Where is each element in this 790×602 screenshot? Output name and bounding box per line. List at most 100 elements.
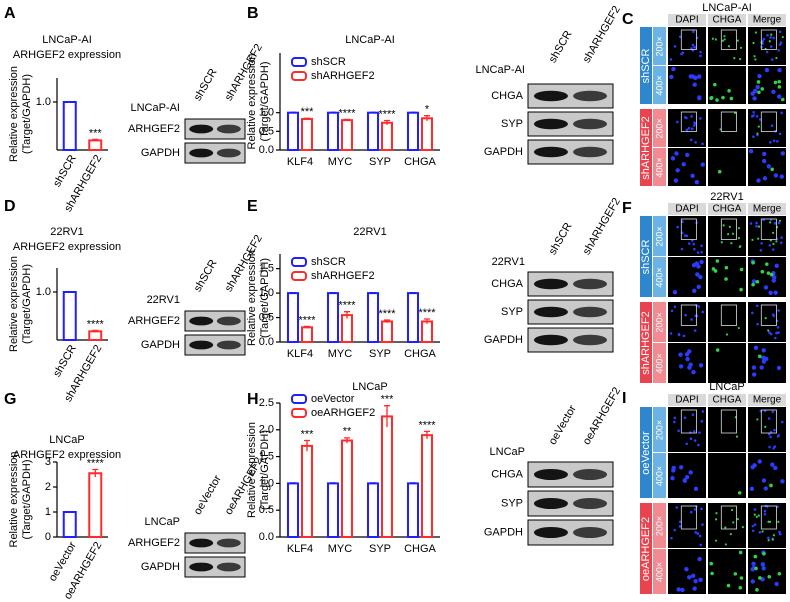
blot-membrane <box>184 118 246 140</box>
chga-signal <box>751 282 755 287</box>
chga-signal <box>770 167 774 172</box>
nucleus <box>766 164 771 169</box>
nucleus <box>689 431 692 434</box>
chga-signal <box>762 551 766 556</box>
nucleus <box>693 578 698 584</box>
micrograph <box>748 216 786 256</box>
chga-signal <box>758 576 762 580</box>
nucleus <box>753 345 759 351</box>
nucleus <box>697 95 702 101</box>
nucleus <box>696 532 700 535</box>
nucleus <box>751 311 754 315</box>
column-header: Merge <box>753 15 782 26</box>
nucleus <box>692 586 697 591</box>
blot-row-label: SYP <box>501 306 523 318</box>
chga-signal <box>780 97 785 102</box>
chga-signal <box>723 35 726 38</box>
significance: **** <box>418 419 436 431</box>
chga-signal <box>737 227 741 230</box>
chga-signal <box>767 329 770 332</box>
bar <box>88 139 103 151</box>
blot-band <box>533 278 568 290</box>
nucleus <box>699 50 702 54</box>
nucleus <box>753 508 757 511</box>
nucleus <box>696 284 701 290</box>
bar <box>287 292 299 344</box>
mag-label: 400× <box>654 466 664 486</box>
x-tick-label: SYP <box>369 543 391 555</box>
nucleus <box>755 114 759 118</box>
legend-swatch <box>291 408 307 418</box>
bar <box>62 101 77 151</box>
nucleus <box>689 437 693 441</box>
panel-letter: H <box>247 391 259 408</box>
chga-signal <box>727 45 731 48</box>
significance: **** <box>298 314 316 326</box>
blot-lane-label: oeARHGEF2 <box>581 385 623 447</box>
nucleus <box>680 247 684 251</box>
nucleus <box>749 486 755 491</box>
nucleus <box>701 310 705 314</box>
chga-signal <box>753 554 758 559</box>
mag-box <box>653 109 666 147</box>
blot-row-label: ARHGEF2 <box>128 537 180 549</box>
zoom-box <box>720 409 737 434</box>
nucleus <box>778 530 781 534</box>
blot-band <box>533 306 568 318</box>
bar <box>327 482 339 538</box>
y-tick-label: 1.0 <box>259 477 274 489</box>
nucleus <box>780 151 786 156</box>
blot-cell-label: LNCaP <box>145 516 180 528</box>
chga-signal <box>772 534 776 537</box>
nucleus <box>763 509 767 513</box>
nucleus <box>699 259 704 265</box>
nucleus <box>695 272 700 277</box>
chga-signal <box>764 317 767 320</box>
chart-subtitle: ARHGEF2 expression <box>13 241 121 253</box>
mag-box <box>653 343 666 383</box>
error-bar <box>92 138 99 142</box>
nucleus <box>691 263 697 268</box>
nucleus <box>769 332 773 336</box>
nucleus <box>755 304 759 308</box>
nucleus <box>697 305 701 308</box>
blot-lane-label: shARHGEF2 <box>581 4 623 65</box>
nucleus <box>777 331 780 334</box>
chga-signal <box>754 566 758 571</box>
blot-band <box>533 90 568 102</box>
panel-letter: F <box>622 200 632 217</box>
nucleus <box>690 74 696 79</box>
zoom-box <box>720 111 737 132</box>
nucleus <box>683 416 687 420</box>
chga-signal <box>760 87 765 91</box>
chart-title: 22RV1 <box>50 226 83 238</box>
image-title: LNCaP-AI <box>702 2 752 14</box>
mag-box <box>653 66 666 104</box>
nucleus <box>770 462 775 467</box>
significance: **** <box>418 307 436 319</box>
bar <box>287 111 299 151</box>
blot-row-label: GAPDH <box>141 147 180 159</box>
micrograph <box>708 453 746 498</box>
significance: *** <box>301 106 315 118</box>
chga-signal <box>731 232 735 235</box>
chga-signal <box>724 526 727 529</box>
chga-signal <box>715 512 718 515</box>
chart-subtitle: ARHGEF2 expression <box>13 449 121 461</box>
nucleus <box>687 126 691 130</box>
chga-signal <box>768 520 772 523</box>
mag-box <box>653 503 666 548</box>
nucleus <box>773 222 777 225</box>
chga-signal <box>709 561 713 566</box>
nucleus <box>752 135 755 139</box>
micrograph <box>668 407 706 452</box>
nucleus <box>769 45 773 48</box>
nucleus <box>768 290 773 296</box>
error-bar <box>330 111 336 114</box>
chga-signal <box>724 277 728 281</box>
nucleus <box>769 140 772 144</box>
nucleus <box>676 587 681 592</box>
blot-band <box>216 148 241 158</box>
significance: ** <box>343 426 352 438</box>
bar <box>381 121 393 151</box>
